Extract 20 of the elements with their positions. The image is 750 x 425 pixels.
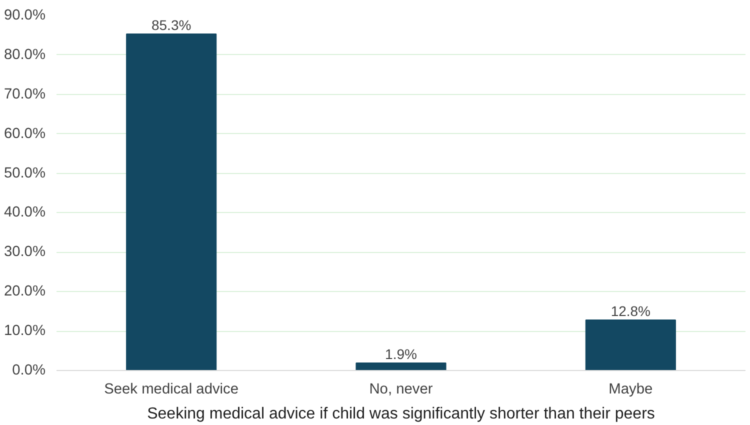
bar	[585, 320, 676, 370]
bar	[126, 34, 217, 370]
data-label: 1.9%	[385, 346, 417, 362]
x-tick-label: Maybe	[608, 382, 653, 398]
y-tick-label: 70.0%	[4, 86, 46, 102]
y-tick-label: 90.0%	[4, 8, 46, 24]
y-tick-label: 50.0%	[4, 165, 46, 182]
x-axis-title: Seeking medical advice if child was significantly shorter than their peers	[147, 406, 655, 422]
y-tick-label: 30.0%	[4, 244, 46, 260]
y-tick-label: 40.0%	[4, 204, 46, 221]
data-label: 85.3%	[151, 17, 192, 34]
x-tick-label: Seek medical advice	[104, 382, 239, 398]
y-tick-label: 10.0%	[4, 323, 46, 340]
data-label: 12.8%	[610, 303, 651, 320]
y-tick-label: 20.0%	[4, 284, 46, 300]
x-tick-label: No, never	[369, 382, 433, 398]
y-tick-label: 0.0%	[12, 362, 46, 378]
bar	[356, 362, 446, 370]
y-tick-label: 80.0%	[4, 46, 46, 63]
y-tick-label: 60.0%	[4, 126, 46, 142]
